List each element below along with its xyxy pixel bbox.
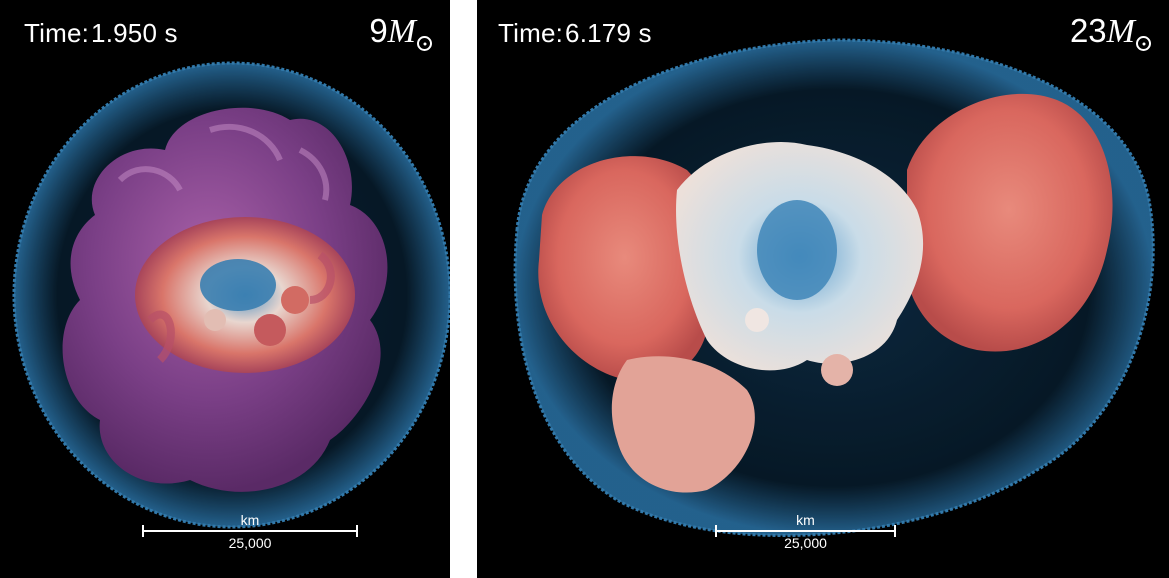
scale-unit: km (796, 512, 815, 528)
time-value: 6.179 s (565, 18, 652, 48)
explosion-render-9msun (12, 61, 450, 529)
scale-value: 25,000 (784, 535, 827, 551)
solar-symbol-icon (417, 36, 432, 51)
mass-value: 23 (1069, 12, 1107, 49)
time-label: Time: (24, 18, 90, 48)
mass-label: 9M (369, 12, 432, 51)
mass-symbol: M (387, 13, 416, 50)
simulation-panel-23msun: Time:6.179 s 23M km 25,000 (477, 0, 1169, 578)
time-label: Time: (498, 18, 564, 48)
scale-bar: km 25,000 (142, 512, 358, 551)
explosion-render-23msun (513, 38, 1155, 538)
simulation-panel-9msun: Time:1.950 s 9M km 25,000 (0, 0, 450, 578)
mass-label: 23M (1070, 12, 1151, 51)
scale-unit: km (240, 512, 260, 528)
solar-symbol-icon (1136, 36, 1151, 51)
mass-symbol: M (1106, 13, 1135, 50)
time-readout: Time:1.950 s (24, 18, 178, 49)
time-readout: Time:6.179 s (498, 18, 652, 49)
scale-line (715, 525, 896, 537)
scale-line (142, 525, 358, 537)
mass-value: 9 (369, 12, 388, 49)
scale-bar: km 25,000 (715, 512, 896, 551)
time-value: 1.950 s (91, 18, 178, 48)
scale-value: 25,000 (228, 535, 272, 551)
